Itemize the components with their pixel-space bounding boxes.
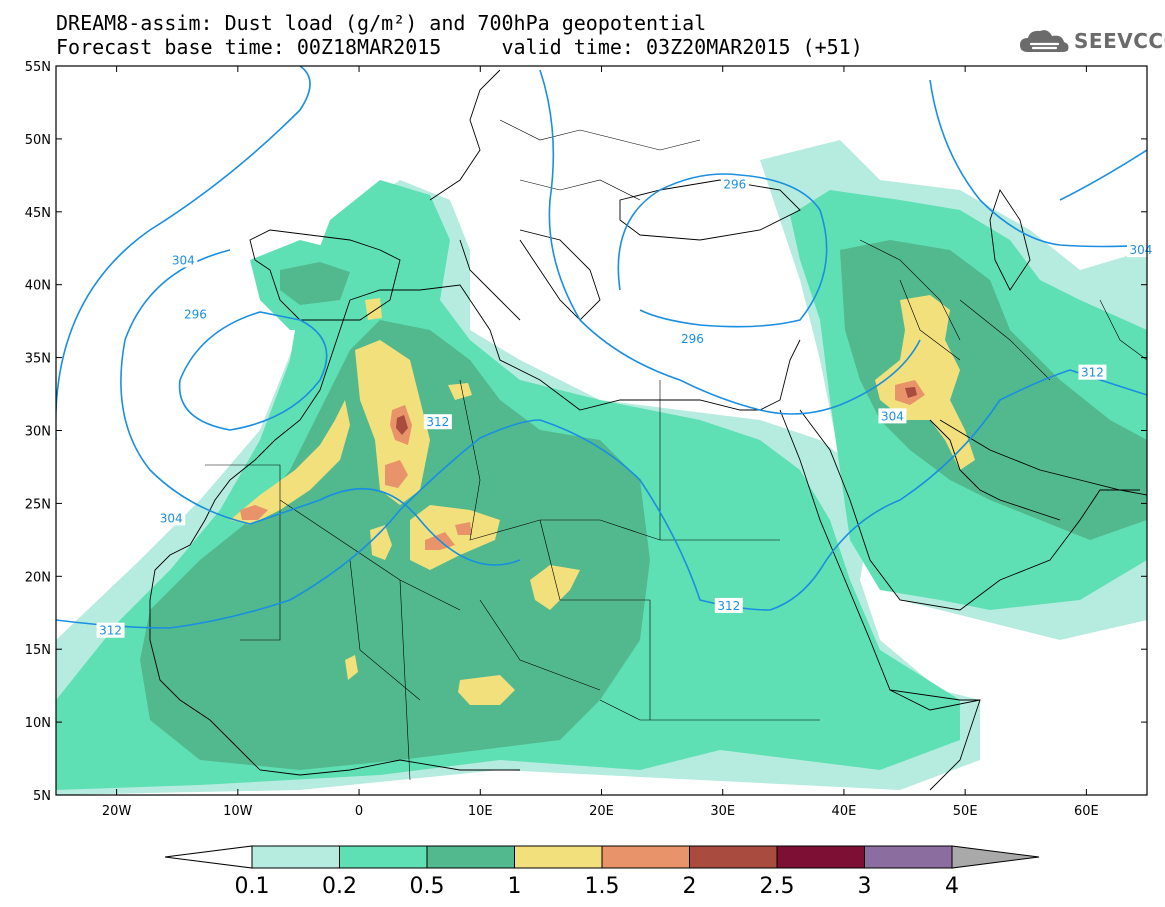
- colorbar-label: 2: [683, 874, 697, 899]
- colorbar: 0.1 0.2 0.5 1 1.5 2 2.5 3 4: [164, 845, 1040, 899]
- geopotential-contours: [56, 66, 1147, 629]
- lat-tick-label: 40N: [25, 279, 51, 294]
- colorbar-segment: [601, 845, 690, 869]
- colorbar-segment: [776, 845, 865, 869]
- colorbar-segment: [864, 845, 953, 869]
- colorbar-label: 2.5: [760, 874, 795, 899]
- contour-label: 304: [172, 253, 195, 267]
- lat-tick-label: 45N: [25, 206, 51, 221]
- contour-label-bg: [720, 176, 749, 192]
- contour-label: 296: [681, 332, 704, 346]
- lon-tick-label: 10W: [223, 804, 253, 819]
- colorbar-segment: [514, 845, 603, 869]
- lat-tick-label: 35N: [25, 352, 51, 367]
- colorbar-label: 1: [508, 874, 522, 899]
- colorbar-segment: [339, 845, 428, 869]
- colorbar-label: 1.5: [585, 874, 620, 899]
- contour-label: 312: [717, 599, 740, 613]
- colorbar-segment: [251, 845, 340, 869]
- contour-label: 312: [99, 624, 122, 638]
- contour-label: 304: [160, 511, 183, 525]
- cloud-icon: [1020, 30, 1069, 52]
- contour-label: 304: [1129, 243, 1152, 257]
- contour-label: 304: [881, 409, 904, 423]
- contour-labels: 296 304 296 312 304 312 312 304 312 304 296: [96, 176, 1155, 638]
- contour-label: 296: [184, 307, 207, 321]
- seevccc-logo: SEEVCCC: [1018, 28, 1165, 54]
- contour-label-bg: [169, 252, 198, 268]
- colorbar-extend-low: [164, 845, 253, 869]
- colorbar-label: 3: [858, 874, 872, 899]
- contour-label-bg: [878, 408, 907, 424]
- contour-label-bg: [157, 510, 186, 526]
- axis-ticks: 55N 50N 45N 40N 35N 30N 25N 20N 15N 10N 5N 20W 10W 0 1…: [25, 60, 1147, 819]
- lon-tick-label: 20W: [102, 804, 132, 819]
- lon-tick-label: 0: [355, 804, 363, 819]
- lon-tick-label: 40E: [832, 804, 857, 819]
- dust-load-field: [56, 66, 1147, 795]
- lon-tick-label: 60E: [1074, 804, 1099, 819]
- lat-tick-label: 50N: [25, 133, 51, 148]
- contour-label-bg: [1078, 364, 1107, 380]
- contour-label-bg: [1126, 242, 1155, 258]
- contour-label-bg: [714, 597, 743, 613]
- lat-tick-label: 25N: [25, 497, 51, 512]
- lat-tick-label: 5N: [33, 789, 51, 804]
- lat-tick-label: 15N: [25, 643, 51, 658]
- colorbar-label: 0.5: [410, 874, 445, 899]
- lon-tick-label: 50E: [953, 804, 978, 819]
- lat-tick-label: 20N: [25, 570, 51, 585]
- contour-label-bg: [181, 306, 210, 322]
- lon-tick-label: 20E: [589, 804, 614, 819]
- forecast-times: Forecast base time: 00Z18MAR2015 valid t…: [56, 35, 863, 59]
- lon-tick-label: 10E: [468, 804, 493, 819]
- contour-label-bg: [678, 331, 707, 347]
- colorbar-label: 4: [945, 874, 959, 899]
- lat-tick-label: 30N: [25, 425, 51, 440]
- contour-label: 312: [426, 415, 449, 429]
- logo-text: SEEVCCC: [1074, 29, 1165, 53]
- lat-tick-label: 55N: [25, 60, 51, 75]
- colorbar-segment: [426, 845, 515, 869]
- country-borders: [205, 119, 1147, 781]
- map-title: DREAM8-assim: Dust load (g/m²) and 700hP…: [56, 11, 707, 35]
- colorbar-segment: [689, 845, 778, 869]
- coastlines: [149, 69, 1147, 791]
- contour-label-bg: [96, 622, 125, 638]
- contour-label: 296: [723, 178, 746, 192]
- lon-tick-label: 30E: [710, 804, 735, 819]
- colorbar-extend-high: [951, 845, 1040, 869]
- lat-tick-label: 10N: [25, 716, 51, 731]
- contour-label: 312: [1081, 366, 1104, 380]
- colorbar-label: 0.1: [235, 874, 270, 899]
- colorbar-label: 0.2: [322, 874, 357, 899]
- contour-label-bg: [423, 414, 452, 430]
